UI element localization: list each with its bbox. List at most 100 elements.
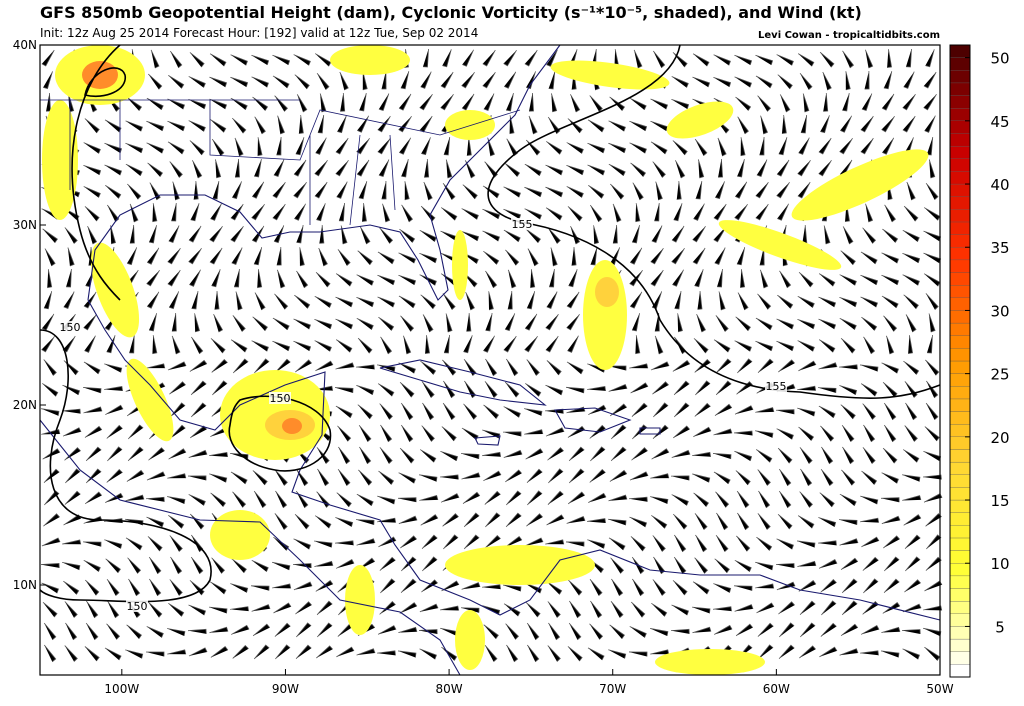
- wind-barb: [653, 402, 669, 418]
- wind-barb: [379, 447, 393, 464]
- wind-barb: [381, 180, 387, 200]
- wind-barb: [337, 425, 352, 442]
- wind-barb: [736, 247, 746, 266]
- wind-barb: [927, 334, 933, 354]
- wind-barb: [840, 250, 856, 266]
- wind-barb: [461, 208, 479, 220]
- wind-barb: [466, 313, 472, 332]
- wind-barb: [188, 225, 202, 243]
- lon-tick-label: 100W: [104, 682, 139, 696]
- wind-barb: [146, 247, 160, 265]
- wind-barb: [209, 76, 228, 88]
- wind-barb: [797, 53, 815, 67]
- wind-barb: [276, 246, 282, 266]
- wind-barb: [293, 318, 311, 330]
- wind-barb: [361, 203, 367, 223]
- wind-barb: [610, 557, 625, 574]
- wind-barb: [440, 450, 459, 462]
- wind-barb: [209, 626, 229, 634]
- wind-barb: [713, 203, 727, 221]
- wind-barb: [168, 75, 185, 89]
- wind-barb: [379, 601, 396, 615]
- wind-barb: [380, 424, 393, 443]
- wind-barb: [654, 202, 660, 222]
- wind-barb: [861, 470, 878, 485]
- wind-barb: [736, 490, 750, 509]
- wind-barb: [505, 469, 523, 483]
- wind-barb: [650, 247, 664, 265]
- wind-barb: [697, 159, 705, 179]
- wind-barb: [819, 51, 835, 68]
- wind-barb: [189, 580, 205, 596]
- wind-barb: [47, 269, 53, 289]
- wind-barb: [400, 71, 410, 90]
- wind-barb: [272, 583, 292, 589]
- wind-barb: [62, 427, 82, 437]
- wind-barb: [629, 516, 648, 528]
- wind-barb: [357, 404, 373, 420]
- wind-barb: [800, 468, 813, 487]
- wind-barb: [381, 70, 387, 90]
- wind-barb: [465, 291, 475, 311]
- wind-barb: [823, 225, 831, 245]
- wind-barb: [524, 49, 538, 67]
- wind-barb: [147, 162, 164, 177]
- wind-barb: [274, 469, 288, 486]
- wind-barb: [590, 446, 606, 462]
- wind-barb: [377, 115, 391, 133]
- wind-barb: [923, 94, 937, 111]
- wind-barb: [356, 296, 375, 308]
- colorbar-band: [949, 272, 971, 286]
- wind-barb: [735, 96, 752, 111]
- wind-barb: [274, 358, 291, 374]
- wind-barb: [440, 93, 454, 111]
- wind-barb: [483, 250, 500, 265]
- wind-barb: [903, 205, 919, 222]
- wind-barb: [295, 359, 312, 373]
- wind-barb: [167, 473, 187, 479]
- wind-barb: [672, 359, 691, 372]
- wind-barb: [714, 403, 733, 416]
- colorbar-band: [949, 411, 971, 425]
- map: 150 150 150 155 155 100W 90W 80W 70W 60W 50W 10N 20…: [13, 38, 954, 696]
- wind-barb: [717, 137, 727, 157]
- wind-barb: [715, 358, 732, 374]
- subtitle: Init: 12z Aug 25 2014 Forecast Hour: [19…: [40, 26, 478, 40]
- wind-barb: [188, 98, 207, 110]
- wind-barb: [314, 340, 332, 352]
- wind-barb: [400, 402, 414, 421]
- wind-barb: [507, 290, 513, 310]
- wind-barb: [903, 360, 920, 375]
- wind-barb: [362, 71, 368, 91]
- wind-barb: [419, 474, 438, 482]
- wind-barb: [842, 226, 854, 245]
- wind-barb: [504, 313, 516, 332]
- wind-barb: [188, 604, 207, 616]
- wind-barb: [841, 578, 858, 594]
- wind-barb: [168, 515, 185, 529]
- wind-barb: [272, 75, 290, 89]
- wind-barb: [146, 97, 164, 111]
- wind-barb: [545, 427, 565, 437]
- wind-barb: [546, 580, 563, 595]
- wind-barb: [821, 446, 834, 465]
- wind-barb: [443, 534, 459, 550]
- wind-barb: [315, 272, 331, 288]
- wind-barb: [168, 448, 187, 460]
- wind-barb: [357, 250, 373, 266]
- wind-barb: [839, 493, 857, 507]
- wind-barb: [461, 93, 475, 111]
- wind-barb: [209, 581, 227, 595]
- wind-barb: [757, 513, 771, 530]
- wind-barb: [315, 360, 334, 372]
- wind-barb: [775, 409, 795, 415]
- wind-barb: [377, 625, 397, 635]
- wind-barb: [839, 296, 858, 308]
- wind-barb: [608, 142, 627, 154]
- wind-barb: [781, 115, 787, 134]
- wind-barb: [818, 540, 837, 546]
- wind-barb: [188, 120, 206, 132]
- wind-barb: [778, 137, 788, 156]
- wind-barb: [524, 336, 538, 353]
